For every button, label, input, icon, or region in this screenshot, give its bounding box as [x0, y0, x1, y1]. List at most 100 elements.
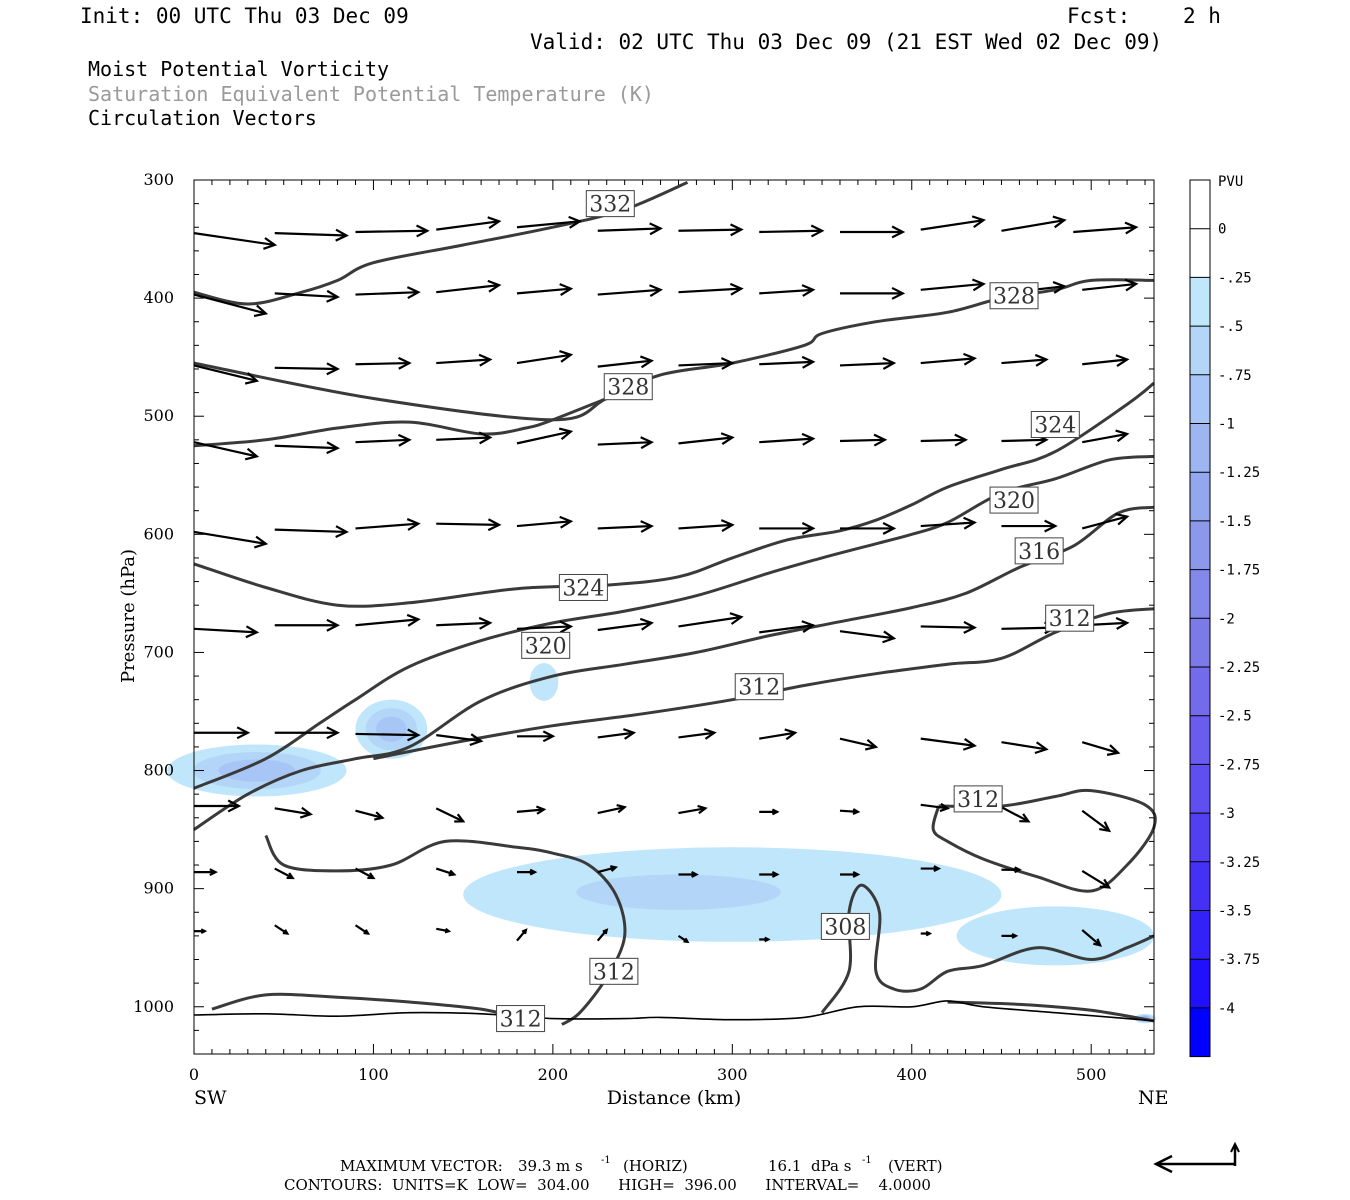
contour-label: 316 [1014, 537, 1064, 565]
vector-head [730, 223, 744, 237]
circulation-vector [839, 871, 861, 878]
vector-head [335, 525, 349, 539]
vector-shaft [355, 229, 428, 234]
circulation-vector [355, 224, 430, 238]
vector-head [801, 284, 816, 297]
vector-head [882, 521, 897, 535]
circulation-vector [597, 728, 637, 740]
circulation-vector [1082, 278, 1139, 292]
vector-shaft [193, 627, 257, 634]
circulation-vector [678, 612, 744, 628]
circulation-vector [920, 802, 951, 813]
vector-head [244, 372, 260, 385]
vector-head [227, 799, 242, 813]
vector-head [263, 237, 278, 250]
y-tick-label: 700 [143, 642, 174, 661]
theta-contour [373, 607, 1155, 761]
circulation-vector [839, 808, 861, 816]
colorbar-swatch [1190, 861, 1210, 911]
vector-shaft [354, 867, 374, 879]
colorbar-swatch [1190, 472, 1210, 521]
vector-head [1044, 519, 1058, 533]
field-thetae: Saturation Equivalent Potential Temperat… [88, 82, 654, 106]
vector-head [478, 353, 493, 367]
vector-shaft [678, 807, 706, 815]
vector-head [521, 928, 528, 935]
circulation-vector [677, 934, 690, 944]
y-tick-label: 300 [143, 170, 174, 189]
vector-head [801, 521, 816, 535]
vector-head [1115, 429, 1130, 443]
circulation-vector [193, 530, 269, 549]
vector-head [559, 620, 574, 634]
vector-head [444, 927, 452, 934]
vector-head [616, 804, 628, 814]
vector-shaft [435, 867, 455, 876]
x-tick-label: 500 [1076, 1065, 1107, 1084]
contour-labels: 332 328 328 324 324 320 320 316 312 312 312 308 312 3… [496, 190, 1095, 1033]
vector-head [963, 352, 977, 366]
circulation-vector [597, 520, 654, 533]
circulation-vector [759, 432, 816, 446]
x-tick-label: 400 [896, 1065, 927, 1084]
circulation-vector [839, 521, 897, 535]
vector-head [639, 355, 654, 369]
vector-head [398, 356, 412, 370]
circulation-vector [1001, 866, 1022, 874]
circulation-vector [436, 733, 484, 747]
circulation-vector [759, 284, 816, 297]
vector-head [729, 612, 744, 625]
contour-label: 328 [603, 373, 653, 401]
circulation-vector [759, 871, 780, 878]
vector-head [559, 283, 574, 296]
ne-label: NE [1138, 1087, 1169, 1109]
vector-shaft [355, 291, 419, 296]
circulation-vector [678, 282, 744, 296]
vector-head [971, 215, 986, 229]
circulation-vector [839, 357, 897, 370]
colorbar-swatch [1190, 910, 1210, 960]
footer-contours: CONTOURS: UNITS=K LOW= 304.00 HIGH= 396.… [284, 1176, 931, 1194]
circulation-vector [355, 613, 421, 627]
circulation-vector [274, 806, 314, 819]
vector-head [326, 726, 340, 740]
colorbar-title: PVU [1218, 174, 1243, 190]
contour-label: 324 [558, 573, 608, 601]
vector-head [925, 930, 933, 937]
vector-head [1115, 512, 1130, 526]
circulation-vector [274, 525, 349, 539]
vector-head [610, 865, 619, 872]
circulation-vector [516, 730, 556, 743]
theta-contour [193, 505, 1155, 831]
colorbar-label: -1.25 [1218, 465, 1260, 481]
vector-shaft [355, 438, 410, 444]
colorbar-swatch [1190, 374, 1210, 424]
circulation-vector [597, 355, 654, 369]
vector-shaft [759, 731, 796, 740]
vector-head [367, 872, 376, 880]
vector-head [801, 432, 816, 446]
circulation-vector [1001, 519, 1058, 533]
vector-head [487, 216, 502, 230]
vector-head [720, 519, 735, 532]
vector-head [771, 808, 780, 816]
vector-head [1011, 932, 1019, 939]
vector-head [335, 228, 349, 242]
vector-shaft [678, 615, 742, 628]
circulation-vector [678, 223, 744, 237]
footer-horiz-exponent: -1 [601, 1155, 611, 1166]
vector-head [406, 286, 421, 300]
vector-head [691, 871, 699, 878]
colorbar-label: 0 [1218, 222, 1226, 238]
vector-shaft [516, 625, 571, 630]
circulation-vector [1001, 741, 1049, 755]
vector-head [200, 928, 208, 934]
vector-head [649, 222, 663, 236]
vector-head [939, 802, 951, 813]
vector-shaft [839, 361, 894, 367]
circulation-vector [920, 865, 942, 872]
circulation-vector [597, 865, 619, 874]
vector-shaft [193, 441, 258, 458]
circulation-vector [1001, 932, 1019, 939]
axes: 0 100 200 300 400 500 300 400 500 600 700 800 900 100… [133, 170, 1155, 1084]
